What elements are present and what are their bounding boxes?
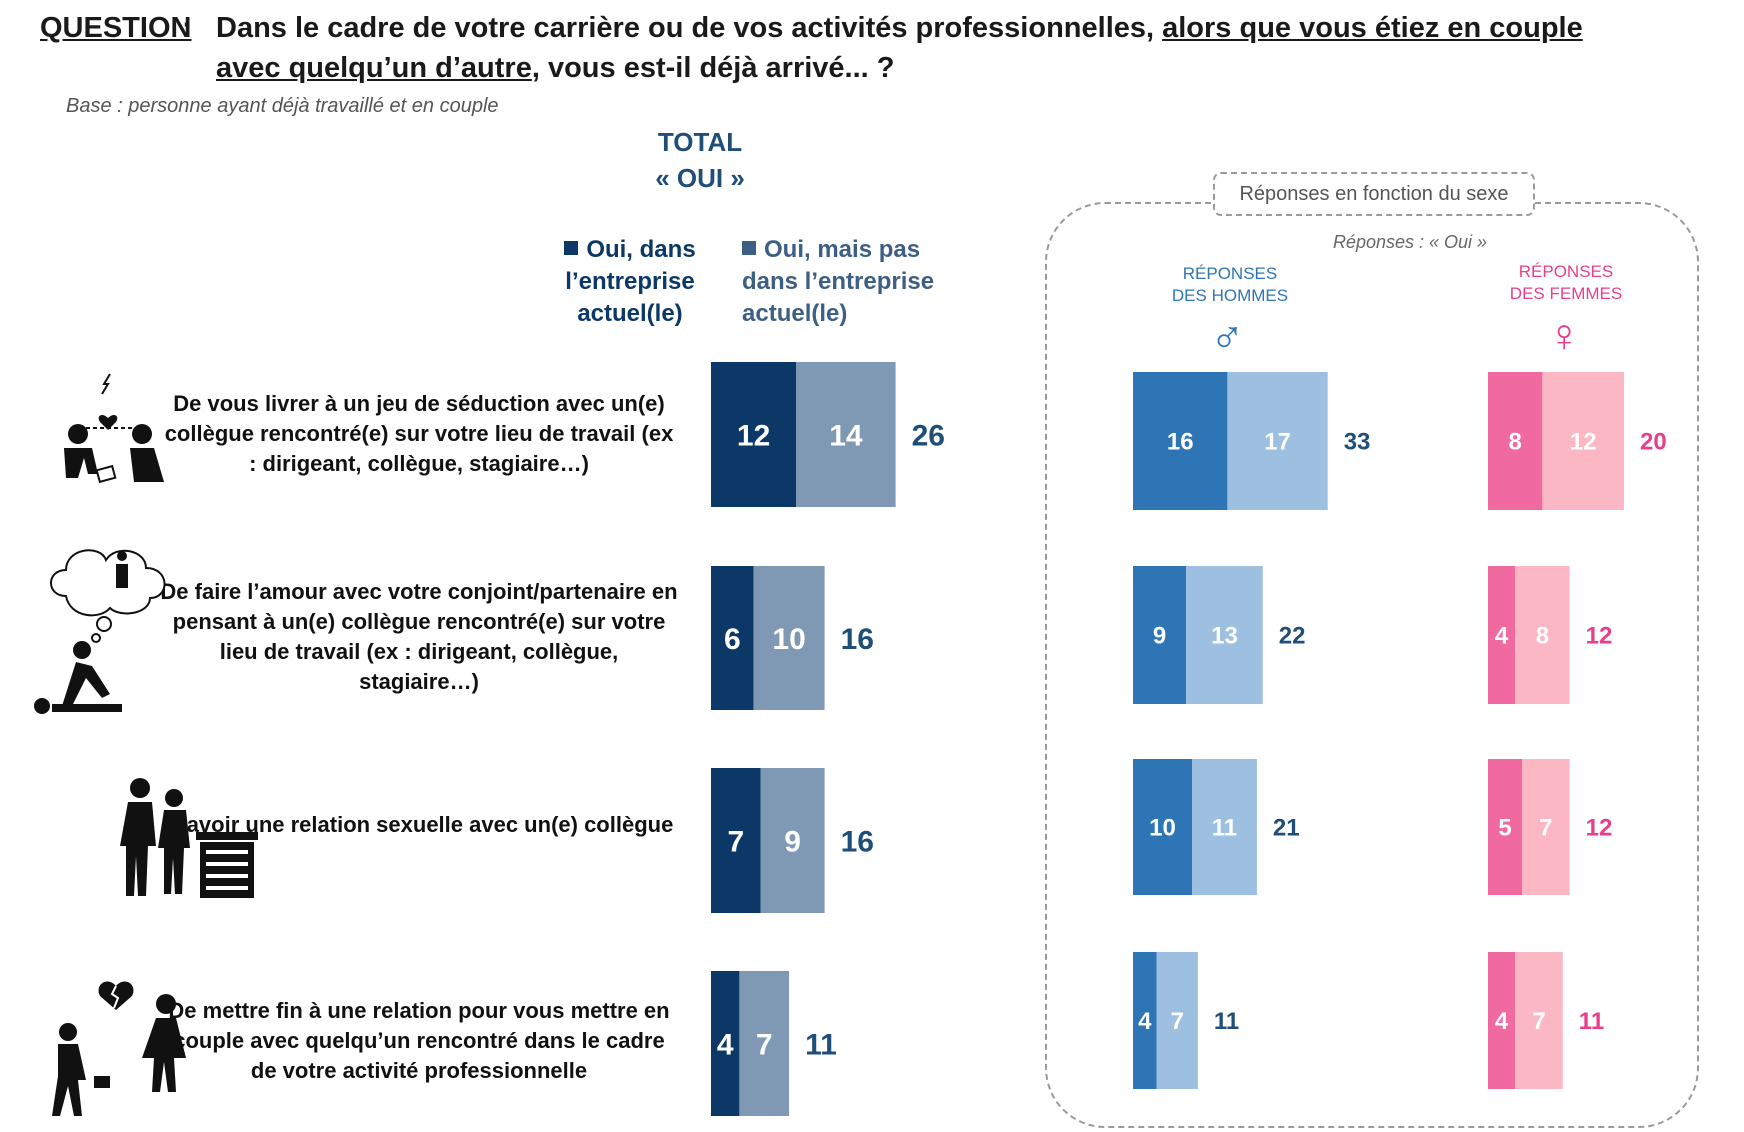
women-total-label: 20 [1640,429,1667,456]
women-segment-label: 12 [1570,429,1597,456]
women-total-label: 11 [1579,1008,1604,1035]
women-segment-label: 8 [1509,429,1522,456]
men-segment-label: 11 [1212,815,1237,842]
women-segment-label: 4 [1495,623,1509,650]
total-segment-label: 4 [717,1028,734,1061]
women-segment-label: 8 [1536,623,1549,650]
total-total-label: 26 [912,419,945,452]
men-segment-label: 10 [1149,815,1176,842]
women-segment-label: 5 [1498,815,1511,842]
men-total-label: 21 [1273,815,1300,842]
total-total-label: 11 [805,1028,837,1061]
men-segment-label: 4 [1138,1008,1152,1035]
women-segment-label: 4 [1495,1008,1509,1035]
total-segment-label: 7 [756,1028,773,1061]
total-segment-label: 12 [737,419,770,452]
women-total-label: 12 [1586,623,1613,650]
total-total-label: 16 [841,825,874,858]
total-total-label: 16 [841,623,874,656]
chart-canvas: 1214266101679164711161733913221011214711… [0,0,1744,1132]
total-segment-label: 6 [724,623,741,656]
total-segment-label: 7 [728,825,745,858]
men-segment-label: 13 [1211,623,1238,650]
total-segment-label: 9 [784,825,801,858]
men-segment-label: 7 [1171,1008,1184,1035]
men-segment-label: 9 [1153,623,1166,650]
women-segment-label: 7 [1539,815,1552,842]
women-segment-label: 7 [1532,1008,1545,1035]
men-total-label: 22 [1279,623,1306,650]
total-segment-label: 14 [829,419,863,452]
men-total-label: 11 [1214,1008,1239,1035]
total-segment-label: 10 [772,623,805,656]
men-segment-label: 17 [1264,429,1291,456]
men-total-label: 33 [1344,429,1371,456]
men-segment-label: 16 [1167,429,1194,456]
women-total-label: 12 [1586,815,1613,842]
